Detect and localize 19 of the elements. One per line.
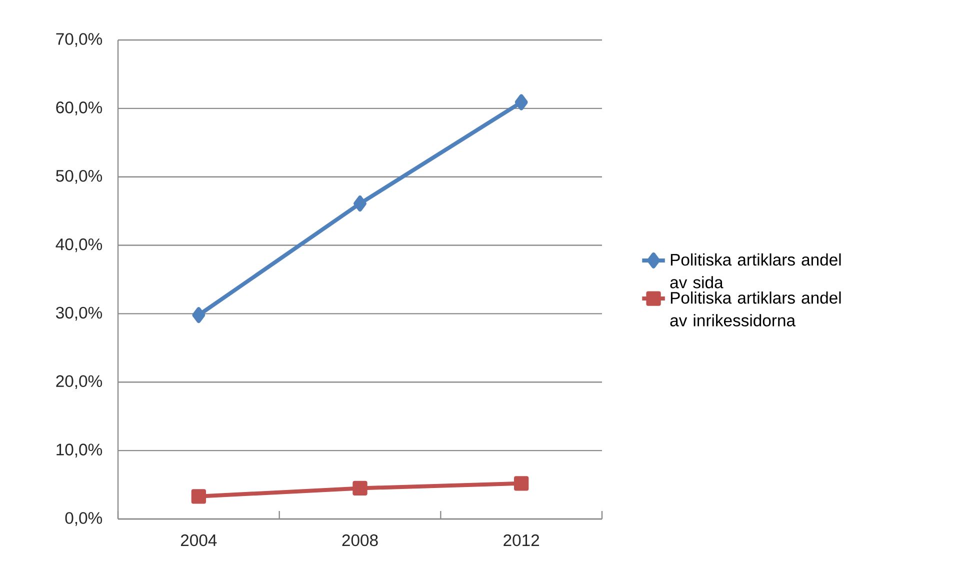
legend-label: Politiska artiklars andel av inrikessidorna (670, 291, 841, 326)
y-tick-label: 0,0% (65, 512, 102, 526)
y-tick-label: 30,0% (56, 306, 102, 321)
y-tick-label: 60,0% (56, 102, 102, 116)
y-tick-label: 50,0% (56, 170, 102, 184)
point (514, 476, 529, 491)
point (514, 94, 528, 110)
y-tick-label: 10,0% (56, 444, 102, 458)
point (191, 489, 206, 504)
y-tick-label: 70,0% (56, 33, 102, 47)
point (354, 196, 366, 212)
point (352, 480, 368, 496)
point (192, 307, 206, 324)
legend-label: Politiska artiklars andel av sida (670, 253, 841, 288)
x-tick-label: 2004 (180, 534, 217, 546)
x-tick-label: 2012 (504, 534, 540, 546)
y-tick-label: 20,0% (56, 375, 102, 390)
x-tick-label: 2008 (342, 534, 378, 546)
y-tick-label: 40,0% (56, 238, 102, 252)
